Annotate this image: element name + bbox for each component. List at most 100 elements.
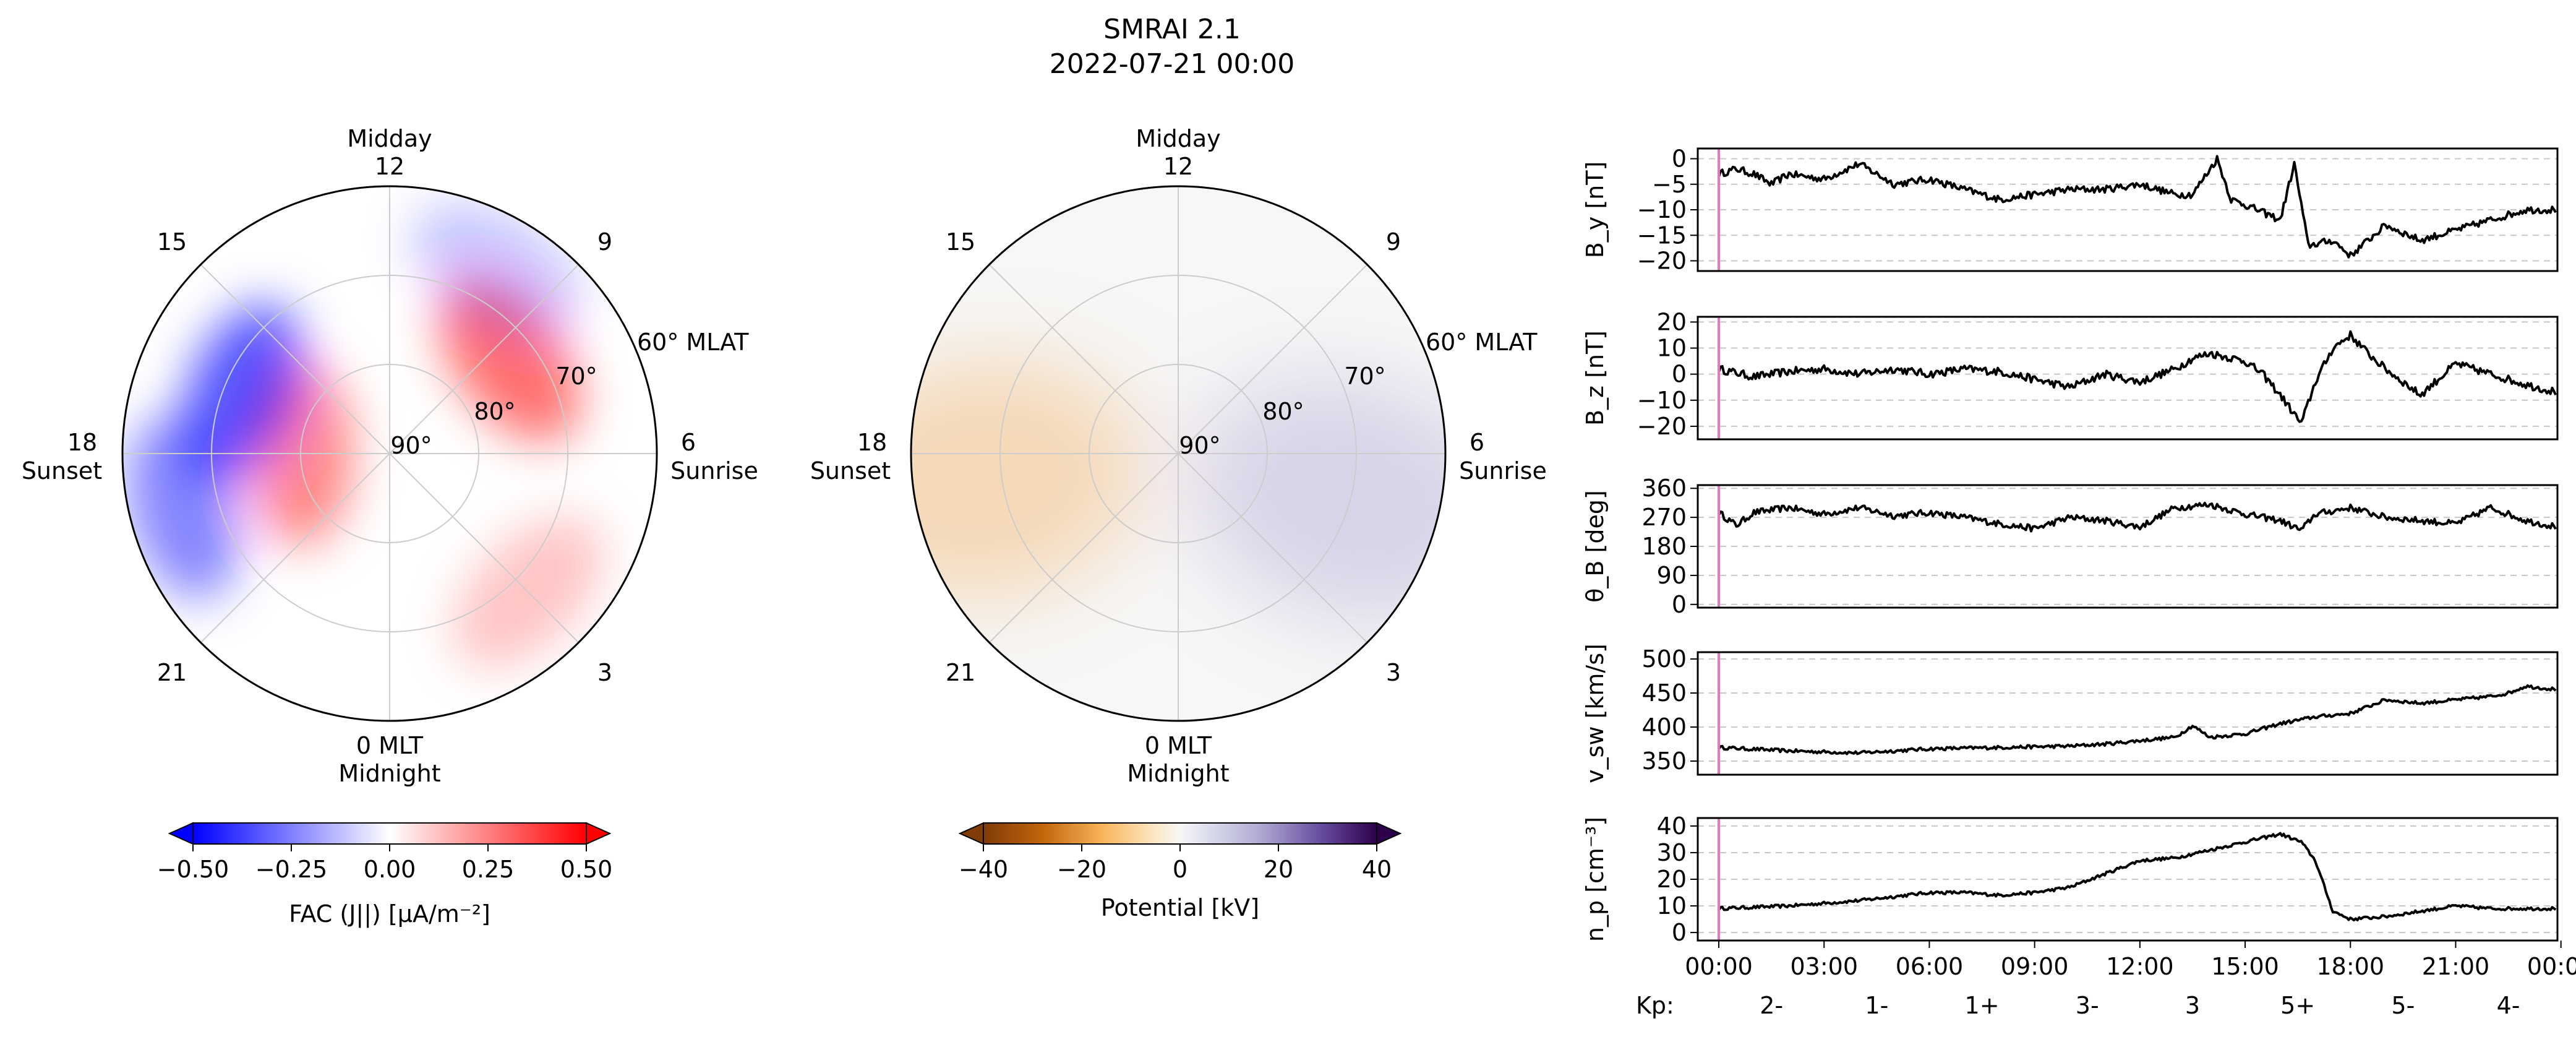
y-tick-label: 10 [1657, 335, 1687, 362]
y-tick-label: 90 [1657, 562, 1687, 589]
region-negative-5 [412, 203, 581, 334]
fac-colorbar-label: FAC (J||) [μA/m⁻²] [289, 900, 490, 928]
panel-frame [1697, 817, 2559, 942]
pot-label-mlt-12: 12 [1163, 153, 1193, 180]
potential-colorbar-label: Potential [kV] [1101, 894, 1259, 921]
colorbar-tick-label: 40 [1362, 856, 1392, 883]
mlt-spoke [200, 264, 580, 644]
y-tick-label: 20 [1657, 866, 1687, 893]
colorbar-tick-label: −40 [959, 856, 1008, 883]
panel-4: 500 450 400 350 v_sw [km/s] [1581, 644, 2559, 783]
pot-label-sunrise: Sunrise [1459, 457, 1547, 484]
y-tick-label: −20 [1637, 248, 1687, 275]
y-tick-label: 0 [1672, 919, 1687, 946]
x-tick-label: 12:00 [2106, 953, 2174, 980]
fac-label-mlt-6: 6 [681, 429, 696, 456]
y-axis-label: B_y [nT] [1581, 161, 1609, 259]
pot-label-midnight: Midnight [1127, 760, 1229, 787]
y-tick-label: 450 [1641, 679, 1687, 707]
x-tick-label: 21:00 [2422, 953, 2490, 980]
y-axis-label: n_p [cm⁻³] [1581, 817, 1609, 942]
fac-label-sunset: Sunset [22, 457, 102, 484]
panel-frame [1697, 316, 2559, 441]
y-tick-label: 360 [1641, 475, 1687, 502]
figure-title-line1: SMRAI 2.1 [1103, 14, 1241, 45]
fac-label-mlt-3: 3 [597, 659, 612, 686]
y-tick-label: −10 [1637, 196, 1687, 223]
mlt-spoke [988, 264, 1368, 644]
x-tick-label: 09:00 [2001, 953, 2069, 980]
colorbar-tick-label: −0.25 [255, 856, 327, 883]
colorbar-tick-label: 0.50 [560, 856, 613, 883]
time-axis: 00:00 03:00 06:00 09:00 12:00 15:00 18:00 21:00… [1685, 941, 2576, 980]
x-tick-label: 00:00 [1685, 953, 1753, 980]
fac-polar-plot: Midday 12 15 9 60° MLAT 70° 80° 90° 18 S… [22, 125, 758, 787]
pot-label-mlt-0: 0 MLT [1145, 732, 1212, 759]
fac-colorbar: −0.50 −0.25 0.00 0.25 0.50 FAC (J||) [μA/m⁻²… [157, 822, 613, 928]
kp-value: 5- [2391, 992, 2415, 1019]
kp-value: 3- [2076, 992, 2099, 1019]
pot-label-mlt-6: 6 [1470, 429, 1484, 456]
y-tick-label: 0 [1672, 145, 1687, 173]
series-line [1718, 832, 2557, 922]
colorbar-tick-label: −0.50 [157, 856, 229, 883]
y-tick-label: 10 [1657, 892, 1687, 919]
pot-label-mlat-90: 90° [1179, 432, 1220, 459]
colorbar-tick-label: 0.25 [462, 856, 515, 883]
y-tick-label: −20 [1637, 413, 1687, 440]
colorbar-tick-label: 0.00 [364, 856, 416, 883]
y-tick-label: 20 [1657, 308, 1687, 335]
pot-label-mlt-18: 18 [857, 429, 887, 456]
kp-value: 2- [1760, 992, 1783, 1019]
colorbar-tick-label: 20 [1264, 856, 1293, 883]
fac-label-mlt-12: 12 [375, 153, 404, 180]
pot-label-mlt-15: 15 [946, 228, 975, 256]
panel-frame [1697, 651, 2559, 776]
y-tick-label: 0 [1672, 361, 1687, 388]
series-line [1718, 684, 2557, 756]
fac-label-sunrise: Sunrise [670, 457, 758, 484]
y-axis-label: v_sw [km/s] [1581, 644, 1609, 783]
y-tick-label: 0 [1672, 591, 1687, 618]
fac-label-mlt-0: 0 MLT [356, 732, 424, 759]
y-tick-label: 400 [1641, 713, 1687, 741]
x-tick-label: 15:00 [2211, 953, 2279, 980]
y-tick-label: −10 [1637, 387, 1687, 414]
pot-label-mlat-80: 80° [1262, 398, 1304, 425]
x-tick-label: 18:00 [2317, 953, 2385, 980]
pot-label-mlt-3: 3 [1386, 659, 1401, 686]
y-tick-label: −15 [1637, 222, 1687, 249]
x-tick-label: 06:00 [1896, 953, 1964, 980]
fac-label-mlat-90: 90° [390, 432, 432, 459]
fac-label-mlt-18: 18 [67, 429, 97, 456]
potential-polar-plot: Midday 12 15 9 60° MLAT 70° 80° 90° 18 S… [810, 125, 1547, 787]
fac-label-mlat-70: 70° [555, 363, 597, 390]
fac-label-mlt-15: 15 [157, 228, 187, 256]
y-axis-label: θ_B [deg] [1581, 490, 1609, 603]
colorbar-tick-label: 0 [1173, 856, 1187, 883]
colorbar-tick-label: −20 [1057, 856, 1106, 883]
y-tick-label: 350 [1641, 747, 1687, 775]
y-tick-label: 500 [1641, 645, 1687, 673]
potential-colorbar: −40 −20 0 20 40 Potential [kV] [958, 822, 1402, 921]
y-tick-label: 40 [1657, 812, 1687, 840]
y-tick-label: 270 [1641, 504, 1687, 531]
kp-value: 4- [2497, 992, 2520, 1019]
pot-label-mlat-70: 70° [1344, 363, 1385, 390]
kp-value: 1+ [1965, 992, 2000, 1019]
fac-label-mlat-60: 60° MLAT [637, 329, 749, 356]
kp-value: 5+ [2280, 992, 2315, 1019]
pot-label-mlt-9: 9 [1386, 228, 1401, 256]
fac-label-mlt-9: 9 [597, 228, 612, 256]
pot-label-sunset: Sunset [810, 457, 891, 484]
x-tick-label: 03:00 [1790, 953, 1858, 980]
region-positive-1 [439, 281, 580, 442]
fac-label-midnight: Midnight [338, 760, 440, 787]
kp-label: Kp: [1636, 992, 1674, 1019]
kp-row: Kp: 2- 1- 1+ 3- 3 5+ 5- 4- [1636, 992, 2520, 1019]
